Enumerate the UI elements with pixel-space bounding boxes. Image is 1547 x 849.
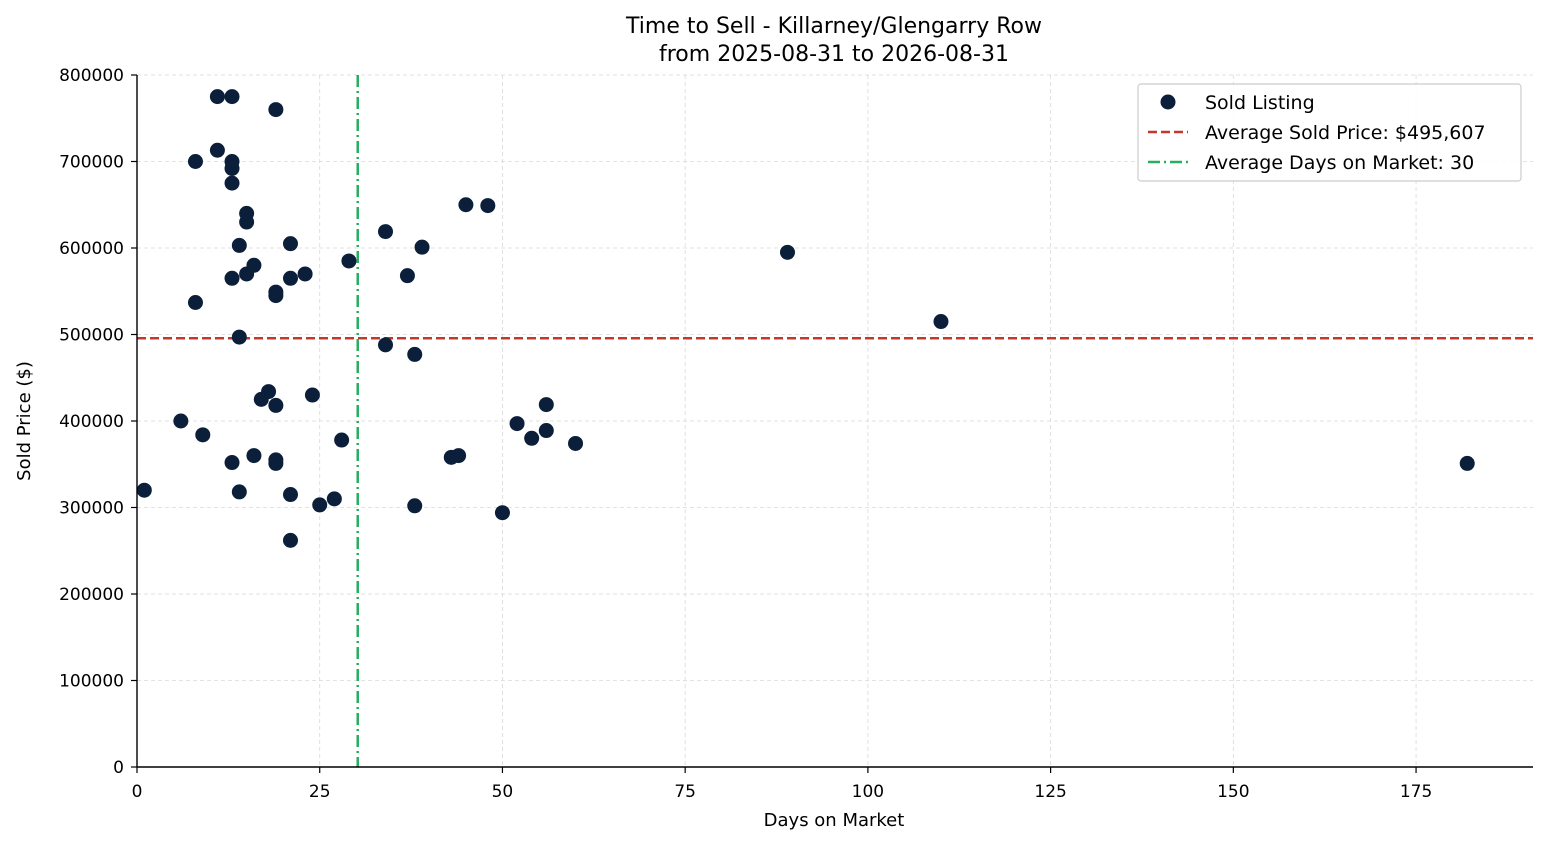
y-axis-label: Sold Price ($) — [14, 361, 35, 481]
legend-label-average-days: Average Days on Market: 30 — [1205, 152, 1474, 174]
data-point — [187, 294, 203, 310]
data-point — [399, 268, 415, 284]
data-points — [136, 89, 1475, 548]
data-point — [312, 497, 328, 513]
tick-labels: 0 25 50 75 100 125 150 175 0 100000 200000 300000 40… — [59, 66, 1432, 802]
chart-title: Time to Sell - Killarney/Glengarry Row — [625, 14, 1042, 39]
y-tick-label: 0 — [113, 758, 124, 778]
data-point — [509, 416, 525, 432]
data-point — [224, 89, 240, 105]
x-tick-label: 125 — [1034, 782, 1066, 802]
data-point — [414, 239, 430, 255]
reference-lines — [137, 75, 1533, 767]
x-tick-label: 0 — [132, 782, 143, 802]
y-tick-label: 400000 — [59, 412, 124, 432]
x-tick-label: 100 — [852, 782, 884, 802]
data-point — [494, 505, 510, 521]
chart-subtitle: from 2025-08-31 to 2026-08-31 — [659, 42, 1009, 67]
data-point — [538, 397, 554, 413]
data-point — [341, 253, 357, 269]
data-point — [209, 89, 225, 105]
data-point — [407, 498, 423, 514]
data-point — [268, 455, 284, 471]
axes — [131, 74, 1533, 773]
x-tick-label: 175 — [1400, 782, 1432, 802]
legend-marker-sold-listing — [1160, 94, 1176, 110]
data-point — [231, 237, 247, 253]
y-tick-label: 300000 — [59, 499, 124, 519]
data-point — [195, 427, 211, 443]
data-point — [568, 435, 584, 451]
data-point — [239, 266, 255, 282]
data-point — [268, 102, 284, 118]
y-tick-label: 200000 — [59, 585, 124, 605]
data-point — [224, 270, 240, 286]
data-point — [282, 270, 298, 286]
data-point — [407, 346, 423, 362]
data-point — [779, 244, 795, 260]
data-point — [304, 387, 320, 403]
data-point — [136, 482, 152, 498]
y-tick-label: 600000 — [59, 239, 124, 259]
data-point — [246, 448, 262, 464]
data-point — [538, 423, 554, 439]
x-tick-label: 150 — [1217, 782, 1249, 802]
data-point — [458, 197, 474, 213]
data-point — [231, 484, 247, 500]
data-point — [224, 160, 240, 176]
legend-label-sold-listing: Sold Listing — [1205, 92, 1315, 114]
data-point — [282, 236, 298, 252]
data-point — [524, 430, 540, 446]
legend-box — [1137, 83, 1522, 182]
data-point — [268, 397, 284, 413]
data-point — [239, 214, 255, 230]
data-point — [378, 337, 394, 353]
data-point — [282, 532, 298, 548]
data-point — [173, 413, 189, 429]
legend: Sold Listing Average Sold Price: $495,60… — [1137, 83, 1522, 182]
data-point — [187, 154, 203, 169]
y-tick-label: 800000 — [59, 66, 124, 86]
y-tick-label: 700000 — [59, 153, 124, 173]
x-tick-label: 50 — [492, 782, 514, 802]
data-point — [253, 391, 269, 407]
data-point — [451, 448, 467, 464]
y-tick-label: 500000 — [59, 326, 124, 346]
data-point — [933, 314, 949, 330]
data-point — [282, 487, 298, 503]
data-point — [209, 142, 225, 158]
data-point — [326, 491, 342, 507]
x-axis-label: Days on Market — [764, 810, 905, 831]
data-point — [334, 432, 350, 448]
data-point — [1459, 455, 1475, 471]
data-point — [297, 266, 313, 282]
x-tick-label: 75 — [674, 782, 696, 802]
data-point — [224, 175, 240, 191]
data-point — [224, 455, 240, 471]
data-point — [268, 288, 284, 304]
y-tick-label: 100000 — [59, 672, 124, 692]
x-tick-label: 25 — [309, 782, 331, 802]
grid-lines — [137, 74, 1533, 767]
data-point — [480, 198, 496, 214]
legend-label-average-price: Average Sold Price: $495,607 — [1205, 122, 1486, 144]
data-point — [231, 329, 247, 345]
data-point — [378, 224, 394, 240]
